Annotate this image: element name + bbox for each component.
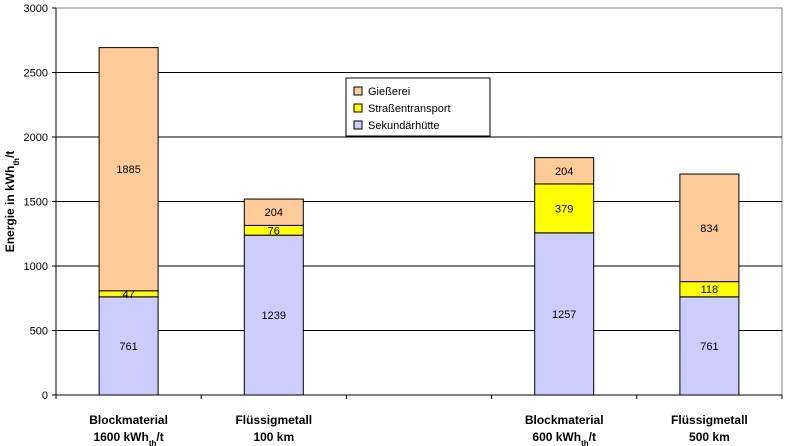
category-sublabel: 1600 kWhth/t (93, 430, 163, 446)
bars: 761 47 1885 1239 76 204 1257 379 204 761 118 834 (98, 47, 740, 396)
y-tick-label: 2500 (24, 68, 48, 80)
legend-swatch (353, 120, 363, 130)
data-label: 379 (555, 203, 573, 215)
legend-label: Straßentransport (368, 103, 451, 115)
y-tick-label: 1500 (24, 197, 48, 209)
data-label: 1257 (552, 309, 576, 321)
y-tick-label: 3000 (24, 3, 48, 15)
legend-label: Gießerei (368, 86, 410, 98)
legend-swatch (353, 86, 363, 96)
y-tick-label: 2000 (24, 132, 48, 144)
legend: Gießerei Straßentransport Sekundärhütte (345, 77, 491, 137)
category-label: Flüssigmetall (235, 413, 312, 427)
data-label: 204 (265, 207, 283, 219)
y-tick-label: 500 (30, 326, 48, 338)
category-sublabel: 600 kWhth/t (532, 430, 596, 446)
legend-swatch (353, 103, 363, 113)
data-label: 47 (122, 289, 134, 301)
category-label: Blockmaterial (89, 413, 168, 427)
category-label: Flüssigmetall (671, 413, 748, 427)
data-label: 204 (555, 166, 573, 178)
data-label: 834 (700, 223, 718, 235)
y-tick-label: 1000 (24, 261, 48, 273)
axes: 0 500 1000 1500 2000 2500 3000 Energie in kWhth… (3, 3, 783, 446)
y-tick-label: 0 (42, 390, 48, 402)
bar-segment (679, 296, 740, 396)
grid-lines (55, 7, 783, 396)
data-label: 118 (701, 284, 719, 296)
bar-segment (534, 183, 595, 234)
legend-box (345, 77, 491, 137)
category-sublabel: 500 km (689, 430, 730, 444)
bar-segment (98, 47, 159, 292)
data-label: 1885 (116, 164, 140, 176)
legend-label: Sekundärhütte (368, 120, 440, 132)
category-sublabel: 100 km (253, 430, 294, 444)
bar-segment (534, 232, 595, 396)
bar-segment (243, 198, 304, 226)
data-label: 1239 (262, 310, 286, 322)
data-label: 761 (700, 341, 718, 353)
bar-segment (679, 173, 740, 283)
bar-segment (534, 157, 595, 185)
data-label: 761 (119, 341, 137, 353)
data-label: 76 (268, 225, 280, 237)
y-axis-label: Energie in kWhth/t (3, 151, 21, 253)
category-label: Blockmaterial (525, 413, 604, 427)
